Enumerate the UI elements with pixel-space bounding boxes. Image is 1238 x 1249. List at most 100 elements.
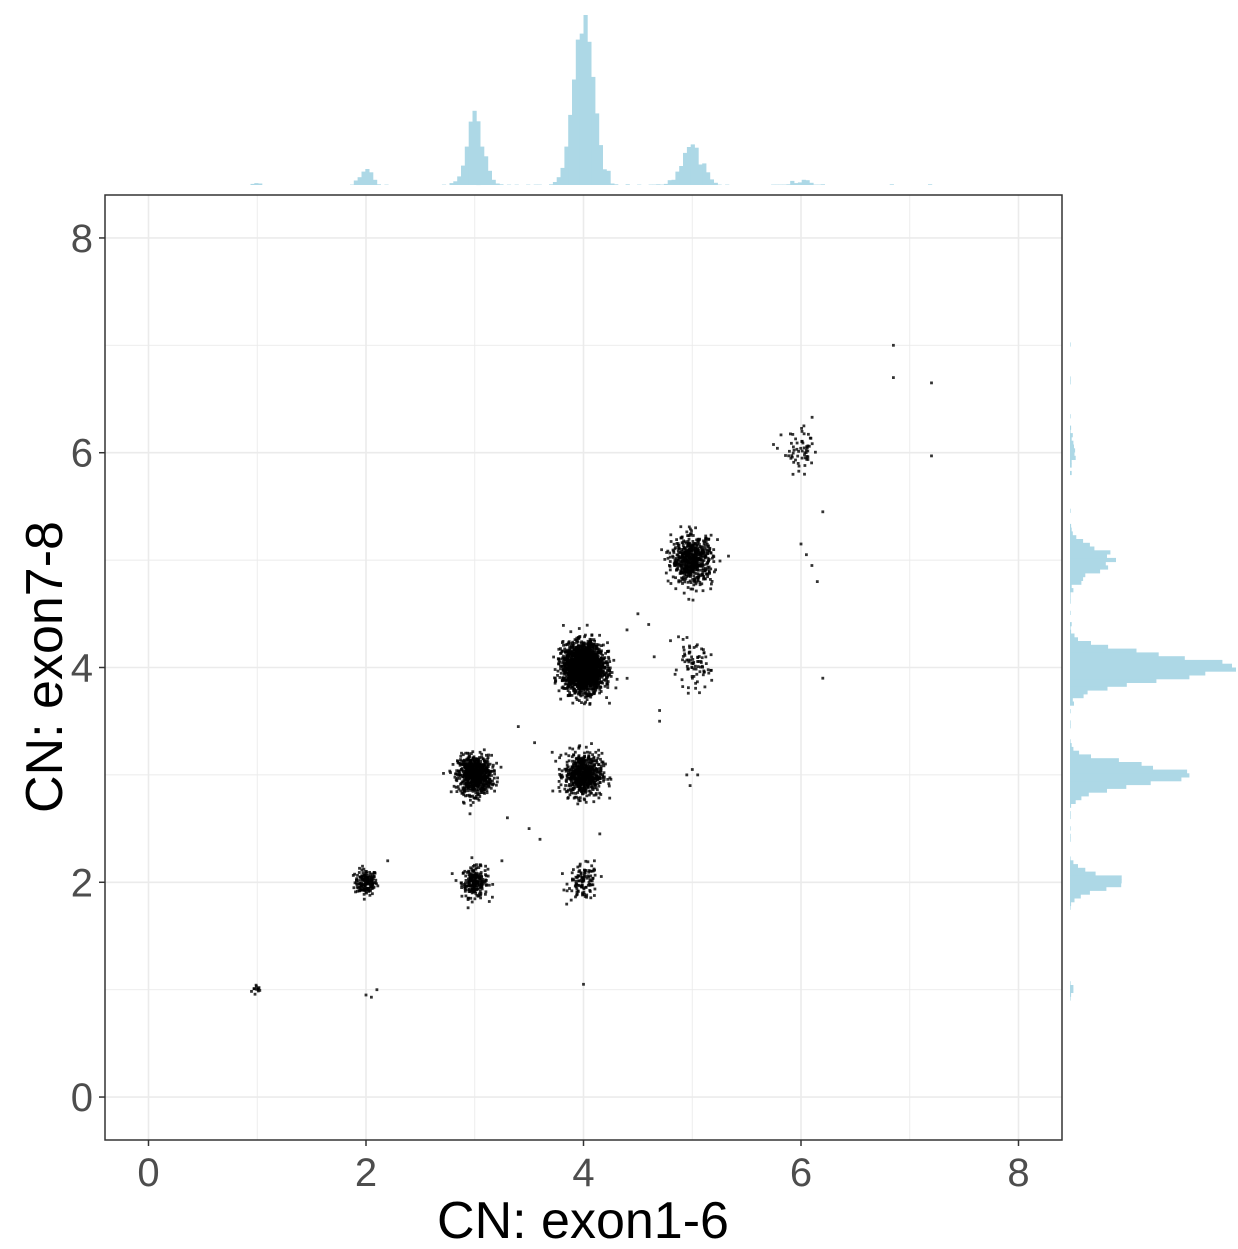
top-histogram-bar xyxy=(564,147,568,185)
scatter-point xyxy=(705,662,708,665)
scatter-point xyxy=(604,652,607,655)
scatter-point xyxy=(687,562,690,565)
top-histogram-bar xyxy=(358,177,362,185)
scatter-point xyxy=(607,782,610,785)
scatter-point xyxy=(792,452,795,455)
scatter-point xyxy=(682,655,685,658)
scatter-point xyxy=(558,780,561,783)
scatter-point xyxy=(683,551,686,554)
scatter-point xyxy=(564,784,567,787)
scatter-point xyxy=(712,560,715,563)
scatter-point xyxy=(558,768,561,771)
scatter-point xyxy=(692,584,695,587)
scatter-point xyxy=(461,792,464,795)
scatter-point xyxy=(805,553,808,556)
scatter-point xyxy=(578,789,581,792)
scatter-point xyxy=(681,685,684,688)
scatter-point xyxy=(710,669,713,672)
scatter-point xyxy=(460,882,463,885)
scatter-point xyxy=(800,543,803,546)
scatter-point xyxy=(461,775,464,778)
scatter-point xyxy=(467,906,470,909)
scatter-point xyxy=(480,871,483,874)
scatter-point xyxy=(462,770,465,773)
scatter-point xyxy=(584,791,587,794)
scatter-point xyxy=(698,691,701,694)
scatter-point xyxy=(683,653,686,656)
scatter-point xyxy=(463,802,466,805)
scatter-point xyxy=(558,663,561,666)
scatter-point xyxy=(707,672,710,675)
scatter-point xyxy=(578,754,581,757)
scatter-point xyxy=(583,663,586,666)
scatter-point xyxy=(577,637,580,640)
scatter-point xyxy=(482,779,485,782)
scatter-point xyxy=(581,659,584,662)
scatter-point xyxy=(475,866,478,869)
scatter-point xyxy=(683,556,686,559)
scatter-point xyxy=(710,583,713,586)
scatter-point xyxy=(564,668,567,671)
scatter-point xyxy=(667,580,670,583)
scatter-point xyxy=(687,598,690,601)
scatter-point xyxy=(598,648,601,651)
scatter-point xyxy=(590,742,593,745)
scatter-point xyxy=(561,872,564,875)
scatter-point xyxy=(776,447,779,450)
scatter-point xyxy=(603,771,606,774)
scatter-point xyxy=(480,886,483,889)
scatter-point xyxy=(710,534,713,537)
scatter-point xyxy=(586,751,589,754)
scatter-point xyxy=(604,763,607,766)
scatter-point xyxy=(593,677,596,680)
top-histogram-bar xyxy=(584,15,588,185)
scatter-point xyxy=(487,754,490,757)
scatter-point xyxy=(473,872,476,875)
scatter-point xyxy=(571,782,574,785)
scatter-point xyxy=(809,437,812,440)
scatter-point xyxy=(772,443,775,446)
scatter-point xyxy=(366,876,369,879)
scatter-point xyxy=(581,666,584,669)
scatter-point xyxy=(574,690,577,693)
scatter-point xyxy=(608,797,611,800)
scatter-point xyxy=(694,577,697,580)
scatter-point xyxy=(704,568,707,571)
scatter-point xyxy=(571,686,574,689)
scatter-point xyxy=(685,531,688,534)
scatter-point xyxy=(358,889,361,892)
scatter-point xyxy=(457,769,460,772)
scatter-point xyxy=(363,874,366,877)
top-histogram-bar xyxy=(702,163,706,185)
scatter-point xyxy=(470,804,473,807)
scatter-point xyxy=(892,344,895,347)
scatter-point xyxy=(576,698,579,701)
scatter-point xyxy=(450,790,453,793)
scatter-point xyxy=(487,868,490,871)
scatter-point xyxy=(501,859,504,862)
scatter-point xyxy=(476,777,479,780)
scatter-point xyxy=(587,656,590,659)
top-histogram-bar xyxy=(603,169,607,185)
scatter-point xyxy=(803,473,806,476)
scatter-point xyxy=(564,768,567,771)
scatter-point xyxy=(796,442,799,445)
scatter-point xyxy=(586,698,589,701)
scatter-point xyxy=(589,896,592,899)
scatter-point xyxy=(797,470,800,473)
scatter-point xyxy=(568,691,571,694)
scatter-point xyxy=(561,769,564,772)
scatter-point xyxy=(698,557,701,560)
scatter-point xyxy=(794,438,797,441)
scatter-point xyxy=(371,883,374,886)
scatter-point xyxy=(455,879,458,882)
scatter-point xyxy=(459,758,462,761)
top-histogram-bar xyxy=(691,144,695,185)
scatter-point xyxy=(727,555,730,558)
scatter-point xyxy=(576,646,579,649)
scatter-point xyxy=(356,890,359,893)
scatter-point xyxy=(688,571,691,574)
scatter-point xyxy=(814,451,817,454)
scatter-point xyxy=(582,792,585,795)
scatter-point xyxy=(600,761,603,764)
